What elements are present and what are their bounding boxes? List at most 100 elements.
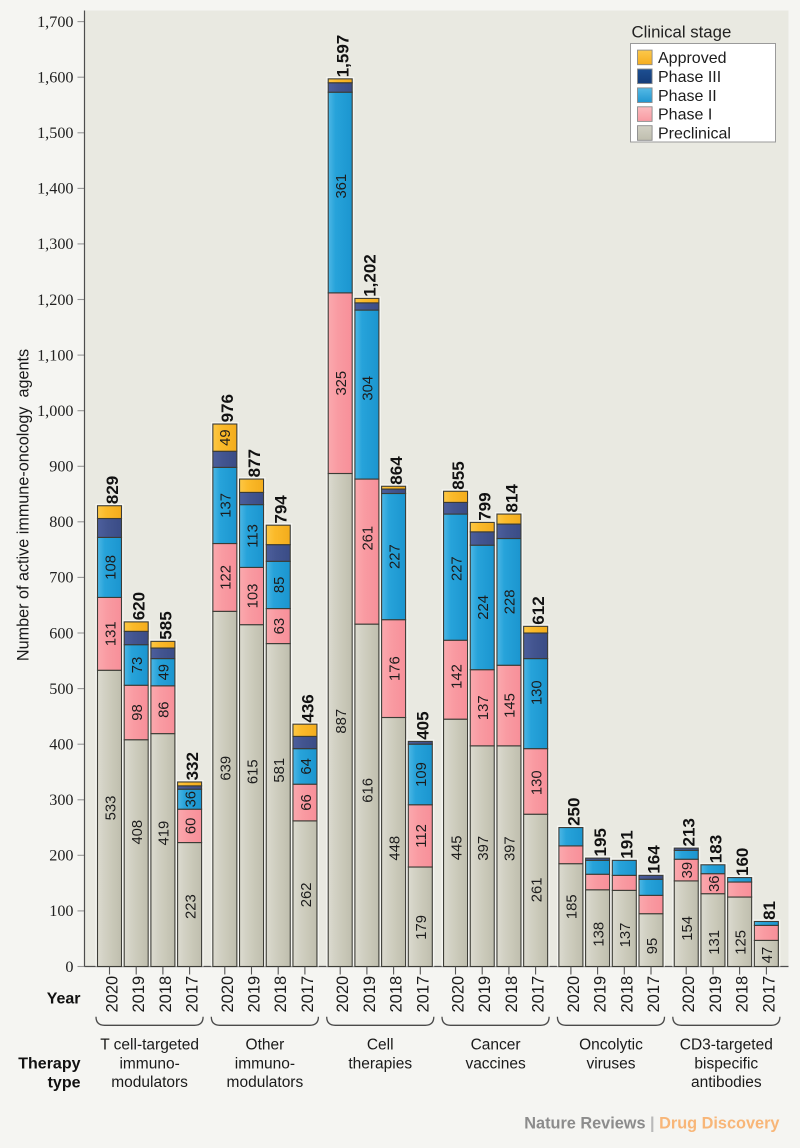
svg-text:261: 261 [529, 878, 545, 903]
svg-text:1,100: 1,100 [37, 346, 73, 364]
svg-text:112: 112 [414, 824, 430, 848]
svg-text:183: 183 [706, 835, 725, 863]
svg-text:108: 108 [103, 555, 119, 580]
svg-text:39: 39 [680, 862, 696, 878]
svg-text:Phase I: Phase I [658, 107, 712, 124]
svg-text:2019: 2019 [592, 976, 610, 1013]
svg-text:113: 113 [245, 524, 261, 548]
svg-text:612: 612 [529, 596, 548, 624]
svg-text:100: 100 [49, 902, 73, 920]
svg-text:185: 185 [565, 894, 581, 919]
svg-text:829: 829 [103, 476, 122, 504]
svg-text:304: 304 [361, 376, 377, 401]
svg-text:131: 131 [707, 930, 723, 955]
svg-text:73: 73 [130, 657, 146, 673]
svg-text:66: 66 [299, 794, 315, 810]
svg-text:2020: 2020 [565, 976, 583, 1013]
svg-text:130: 130 [529, 680, 545, 705]
svg-text:2020: 2020 [219, 976, 237, 1013]
svg-text:Nature Reviews | Drug Discover: Nature Reviews | Drug Discovery [524, 1114, 779, 1132]
svg-text:vaccines: vaccines [465, 1055, 526, 1072]
svg-text:581: 581 [272, 758, 288, 783]
svg-text:300: 300 [49, 791, 73, 809]
svg-text:2020: 2020 [680, 976, 698, 1013]
svg-text:81: 81 [760, 901, 779, 920]
svg-text:2017: 2017 [760, 976, 778, 1013]
svg-text:CD3-targeted: CD3-targeted [680, 1037, 773, 1054]
svg-text:700: 700 [49, 569, 73, 587]
svg-text:0: 0 [65, 958, 73, 976]
svg-text:2017: 2017 [299, 976, 317, 1013]
svg-text:397: 397 [476, 836, 492, 861]
svg-text:855: 855 [449, 461, 468, 489]
svg-text:976: 976 [218, 394, 237, 422]
svg-text:2018: 2018 [388, 976, 406, 1013]
svg-text:138: 138 [591, 922, 607, 947]
svg-text:400: 400 [49, 736, 73, 754]
svg-text:213: 213 [680, 818, 699, 846]
svg-text:361: 361 [334, 174, 350, 199]
svg-text:Cell: Cell [367, 1037, 394, 1054]
svg-text:2017: 2017 [645, 976, 663, 1013]
svg-text:Oncolytic: Oncolytic [579, 1037, 643, 1054]
svg-text:408: 408 [130, 820, 146, 845]
svg-text:585: 585 [156, 611, 175, 639]
svg-text:modulators: modulators [227, 1074, 304, 1091]
svg-text:445: 445 [449, 836, 465, 861]
svg-text:viruses: viruses [586, 1055, 635, 1072]
svg-text:103: 103 [245, 584, 261, 609]
svg-text:228: 228 [503, 590, 519, 615]
svg-text:type: type [48, 1074, 81, 1091]
svg-text:179: 179 [414, 915, 430, 940]
svg-text:620: 620 [130, 592, 149, 620]
svg-text:therapies: therapies [348, 1055, 412, 1072]
svg-text:36: 36 [183, 791, 199, 807]
svg-text:325: 325 [334, 371, 350, 396]
svg-text:36: 36 [707, 875, 723, 891]
svg-text:49: 49 [157, 664, 173, 680]
svg-text:436: 436 [298, 694, 317, 722]
svg-text:2018: 2018 [272, 976, 290, 1013]
svg-text:223: 223 [183, 894, 199, 919]
svg-text:137: 137 [476, 695, 492, 720]
svg-text:154: 154 [680, 916, 696, 941]
svg-text:Other: Other [246, 1037, 285, 1054]
svg-text:616: 616 [361, 778, 377, 803]
svg-text:191: 191 [618, 830, 637, 858]
svg-text:137: 137 [618, 923, 634, 948]
svg-text:2018: 2018 [734, 976, 752, 1013]
svg-text:T cell-targeted: T cell-targeted [100, 1037, 199, 1054]
svg-text:2017: 2017 [530, 976, 548, 1013]
svg-text:2018: 2018 [157, 976, 175, 1013]
svg-text:2020: 2020 [104, 976, 122, 1013]
svg-text:1,000: 1,000 [37, 402, 73, 420]
svg-text:261: 261 [361, 526, 377, 551]
svg-text:864: 864 [387, 456, 406, 485]
svg-text:227: 227 [449, 556, 465, 581]
svg-text:2019: 2019 [476, 976, 494, 1013]
svg-text:1,202: 1,202 [360, 254, 379, 297]
svg-text:900: 900 [49, 458, 73, 476]
svg-text:98: 98 [130, 704, 146, 720]
svg-text:500: 500 [49, 680, 73, 698]
svg-text:1,300: 1,300 [37, 235, 73, 253]
svg-text:2017: 2017 [184, 976, 202, 1013]
svg-text:Preclinical: Preclinical [658, 126, 731, 143]
svg-text:125: 125 [733, 930, 749, 955]
svg-text:63: 63 [272, 618, 288, 634]
svg-text:1,700: 1,700 [37, 13, 73, 31]
svg-text:49: 49 [218, 429, 234, 445]
svg-text:1,400: 1,400 [37, 180, 73, 198]
svg-text:2019: 2019 [130, 976, 148, 1013]
svg-text:2018: 2018 [618, 976, 636, 1013]
svg-text:130: 130 [529, 770, 545, 795]
svg-text:164: 164 [644, 845, 663, 874]
svg-text:145: 145 [503, 693, 519, 718]
svg-text:600: 600 [49, 624, 73, 642]
svg-text:615: 615 [245, 759, 261, 784]
svg-text:Phase II: Phase II [658, 88, 717, 105]
svg-text:Year: Year [47, 991, 81, 1008]
svg-text:Phase III: Phase III [658, 69, 721, 86]
svg-text:109: 109 [414, 762, 430, 787]
svg-text:modulators: modulators [111, 1074, 188, 1091]
